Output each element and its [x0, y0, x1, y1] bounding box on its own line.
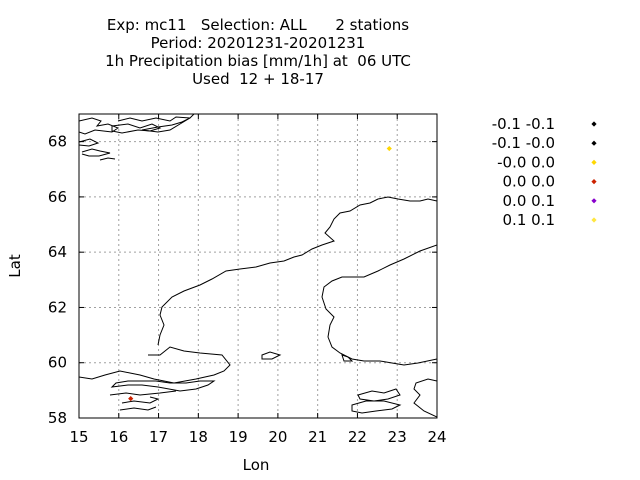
data-points [128, 145, 392, 402]
legend-label: 0.0 0.0 [503, 173, 555, 191]
plot-frame [78, 113, 438, 419]
x-tick-label: 15 [69, 428, 88, 446]
x-tick-label: 19 [229, 428, 248, 446]
x-tick-label: 20 [268, 428, 287, 446]
y-tick-label: 62 [48, 298, 67, 316]
x-tick-label: 21 [308, 428, 327, 446]
coastline-map [79, 114, 437, 418]
x-tick-label: 24 [427, 428, 446, 446]
title-line-experiment: Exp: mc11 Selection: ALL 2 stations [106, 16, 410, 34]
legend-marker [591, 179, 597, 185]
title-line-period: Period: 20201231-20201231 [150, 34, 366, 52]
legend-marker [591, 140, 597, 146]
x-tick-label: 18 [189, 428, 208, 446]
station-point [128, 396, 134, 402]
x-tick-label: 16 [109, 428, 128, 446]
x-axis-title: Lon [243, 456, 270, 474]
grid-lines [79, 114, 437, 418]
x-axis-ticks: 15 16 17 18 19 20 21 22 23 24 [69, 114, 447, 446]
x-tick-label: 17 [149, 428, 168, 446]
legend-label: -0.1 -0.1 [492, 115, 555, 133]
station-point [386, 145, 392, 152]
y-tick-label: 66 [48, 188, 67, 206]
y-tick-label: 58 [48, 409, 67, 427]
x-tick-label: 23 [388, 428, 407, 446]
legend-marker [591, 121, 597, 127]
legend-label: -0.0 0.0 [497, 153, 555, 171]
legend-marker [591, 159, 597, 165]
legend-marker [591, 217, 597, 223]
legend-label: -0.1 -0.0 [492, 134, 555, 152]
title-line-parameter: 1h Precipitation bias [mm/1h] at 06 UTC [105, 52, 411, 70]
legend-label: 0.0 0.1 [503, 192, 555, 210]
y-tick-label: 60 [48, 354, 67, 372]
y-tick-label: 68 [48, 133, 67, 151]
y-axis-title: Lat [6, 254, 24, 278]
legend-label: 0.1 0.1 [503, 211, 555, 229]
y-axis-ticks: 58 60 62 64 66 68 [48, 133, 437, 427]
x-tick-label: 22 [348, 428, 367, 446]
title-line-used: Used 12 + 18-17 [192, 70, 324, 88]
legend-marker [591, 198, 597, 204]
legend: -0.1 -0.1-0.1 -0.0-0.0 0.0 0.0 0.00.0 0.1… [492, 115, 597, 229]
chart-title: Exp: mc11 Selection: ALL 2 stations Peri… [0, 16, 516, 88]
y-tick-label: 64 [48, 243, 67, 261]
